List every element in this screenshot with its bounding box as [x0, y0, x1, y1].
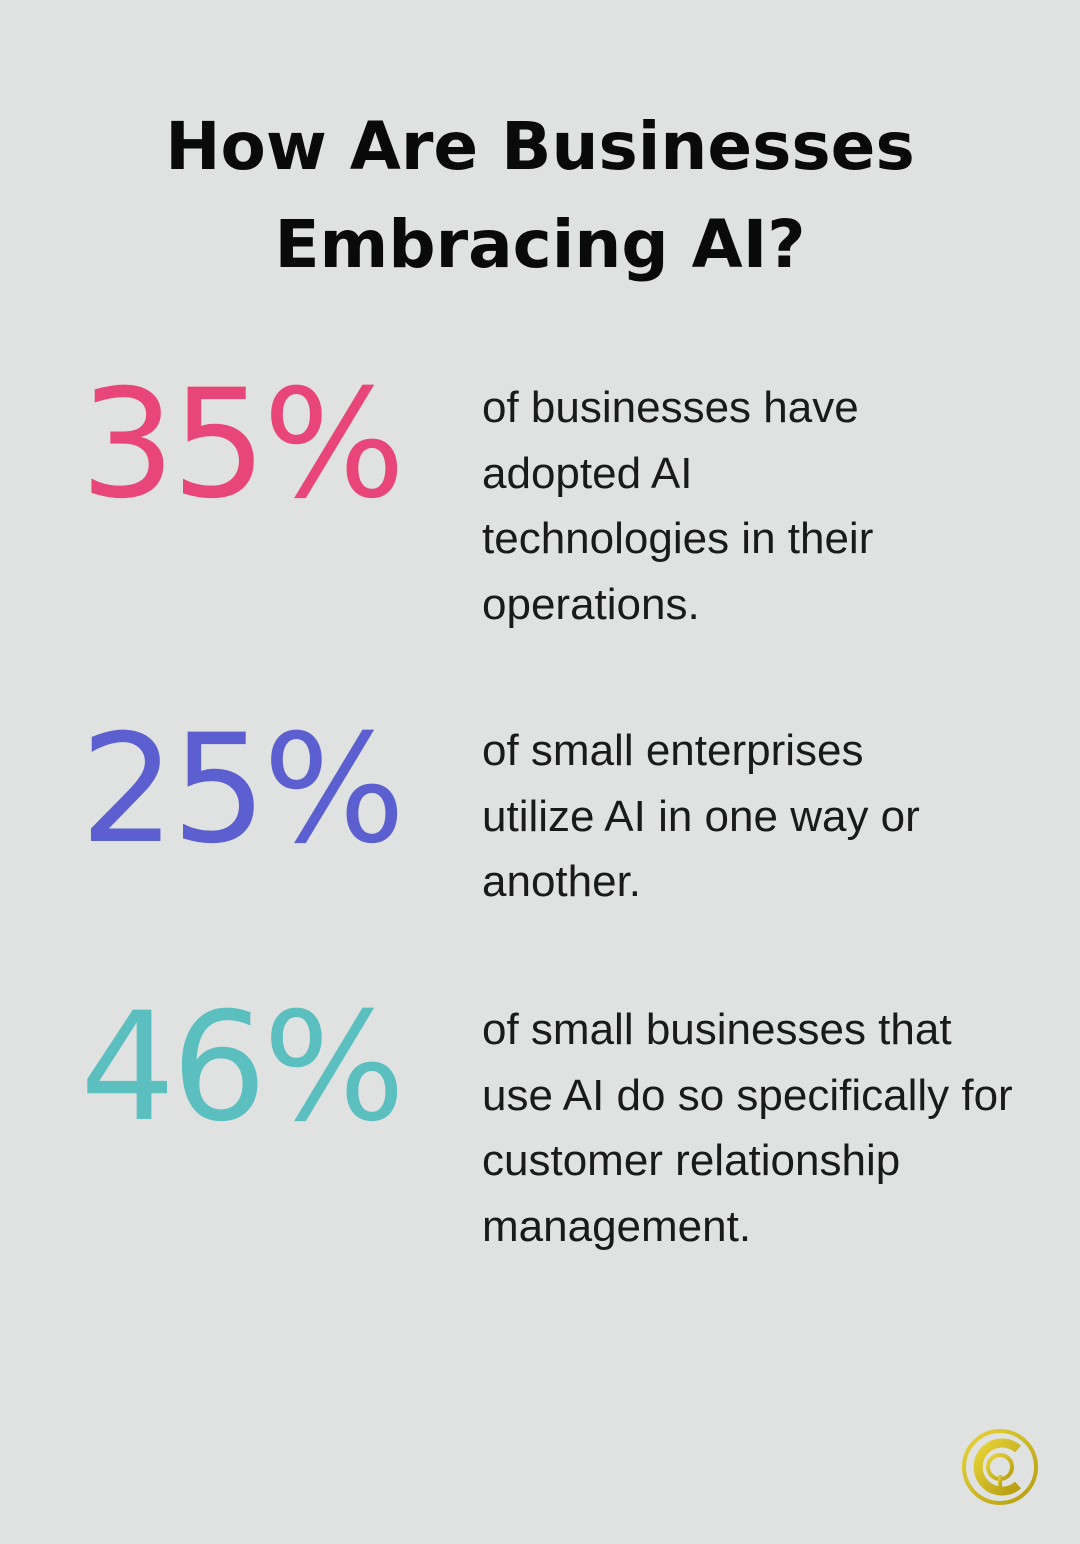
logo-icon	[962, 1429, 1038, 1505]
stat-value: 35%	[80, 358, 405, 532]
stat-description: of businesses have adopted AI technologi…	[482, 383, 874, 629]
stat-value: 46%	[80, 981, 405, 1155]
stat-description: of small businesses that use AI do so sp…	[482, 1005, 1013, 1251]
page-title: How Are Businesses Embracing AI?	[165, 108, 915, 283]
stat-value: 25%	[80, 703, 405, 877]
stat-description: of small enterprises utilize AI in one w…	[482, 726, 920, 906]
